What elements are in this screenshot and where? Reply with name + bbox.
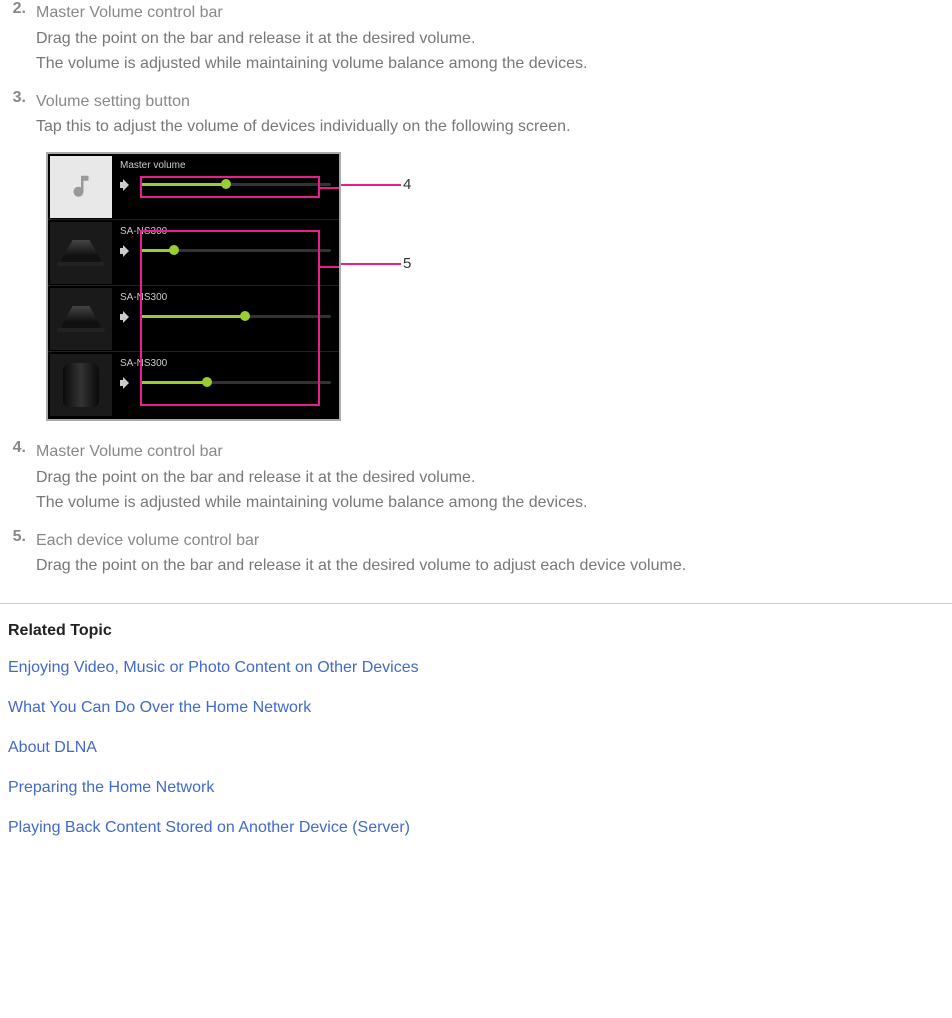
item-text: The volume is adjusted while maintaining… <box>36 490 944 516</box>
item-text: The volume is adjusted while maintaining… <box>36 51 944 77</box>
item-text: Drag the point on the bar and release it… <box>36 465 944 491</box>
list-item: 3. Volume setting button Tap this to adj… <box>8 89 944 140</box>
list-content: Each device volume control bar Drag the … <box>36 528 944 579</box>
callout-ext-4 <box>341 184 401 186</box>
list-number: 4. <box>8 439 36 516</box>
volume-screenshot: Master volume SA-NS300 <box>46 152 341 421</box>
master-volume-slider[interactable] <box>140 183 331 186</box>
item-text: Drag the point on the bar and release it… <box>36 26 944 52</box>
related-topic-heading: Related Topic <box>8 622 944 640</box>
device-info: SA-NS300 <box>116 286 339 351</box>
annotation-labels: 4 5 <box>341 152 421 421</box>
volume-row <box>120 310 331 324</box>
device-info: SA-NS300 <box>116 220 339 285</box>
device-label: Master volume <box>120 160 331 172</box>
related-link[interactable]: About DLNA <box>8 736 944 760</box>
device-info: Master volume <box>116 154 339 219</box>
list-content: Master Volume control bar Drag the point… <box>36 439 944 516</box>
device-thumb-icon <box>50 288 112 350</box>
device-row: SA-NS300 <box>48 352 339 418</box>
list-number: 3. <box>8 89 36 140</box>
item-title: Master Volume control bar <box>36 439 944 465</box>
volume-row <box>120 376 331 390</box>
device-volume-slider[interactable] <box>140 249 331 252</box>
list-number: 5. <box>8 528 36 579</box>
speaker-icon <box>120 376 134 390</box>
list-number: 2. <box>8 0 36 77</box>
list-item: 5. Each device volume control bar Drag t… <box>8 528 944 579</box>
album-art-icon <box>50 156 112 218</box>
device-label: SA-NS300 <box>120 292 331 304</box>
device-thumb-icon <box>50 222 112 284</box>
speaker-icon <box>120 244 134 258</box>
related-link[interactable]: Enjoying Video, Music or Photo Content o… <box>8 656 944 680</box>
item-title: Master Volume control bar <box>36 0 944 26</box>
device-volume-slider[interactable] <box>140 315 331 318</box>
device-row-master: Master volume <box>48 154 339 220</box>
speaker-icon <box>120 178 134 192</box>
related-link[interactable]: What You Can Do Over the Home Network <box>8 696 944 720</box>
list-item: 4. Master Volume control bar Drag the po… <box>8 439 944 516</box>
device-info: SA-NS300 <box>116 352 339 418</box>
list-item: 2. Master Volume control bar Drag the po… <box>8 0 944 77</box>
item-title: Volume setting button <box>36 89 944 115</box>
device-thumb-icon <box>50 354 112 416</box>
related-link[interactable]: Playing Back Content Stored on Another D… <box>8 816 944 840</box>
list-content: Master Volume control bar Drag the point… <box>36 0 944 77</box>
list-content: Volume setting button Tap this to adjust… <box>36 89 944 140</box>
related-link[interactable]: Preparing the Home Network <box>8 776 944 800</box>
speaker-icon <box>120 310 134 324</box>
volume-row <box>120 244 331 258</box>
device-row: SA-NS300 <box>48 220 339 286</box>
device-label: SA-NS300 <box>120 358 331 370</box>
annotation-5: 5 <box>403 255 411 272</box>
device-label: SA-NS300 <box>120 226 331 238</box>
callout-ext-5 <box>341 263 401 265</box>
volume-row <box>120 178 331 192</box>
device-row: SA-NS300 <box>48 286 339 352</box>
device-volume-slider[interactable] <box>140 381 331 384</box>
item-text: Tap this to adjust the volume of devices… <box>36 114 944 140</box>
item-title: Each device volume control bar <box>36 528 944 554</box>
item-text: Drag the point on the bar and release it… <box>36 553 944 579</box>
screenshot-figure: Master volume SA-NS300 <box>46 152 944 421</box>
annotation-4: 4 <box>403 176 411 193</box>
section-divider <box>0 603 952 604</box>
